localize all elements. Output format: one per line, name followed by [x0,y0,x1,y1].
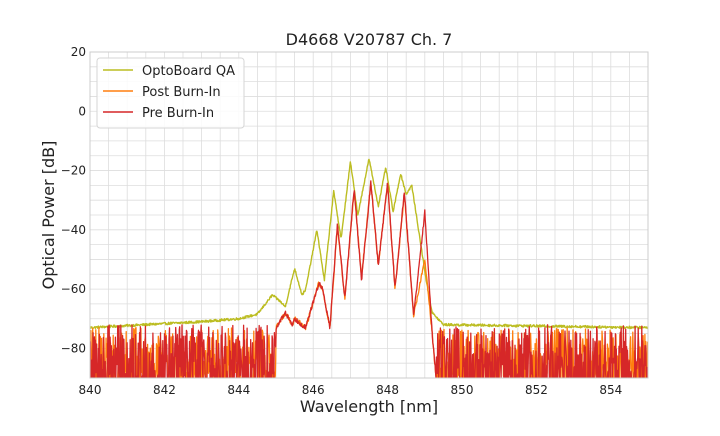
legend: OptoBoard QA Post Burn-In Pre Burn-In [96,57,245,129]
chart-title: D4668 V20787 Ch. 7 [286,30,453,49]
legend-box [96,57,245,129]
x-tick-label: 848 [376,383,399,397]
x-tick-label: 852 [525,383,548,397]
x-axis-label: Wavelength [nm] [300,397,438,416]
y-tick-label: −80 [61,341,86,355]
tick-labels: 840 842 844 846 848 850 852 854 20 0 −20 −40 −60 −80 [61,45,623,397]
legend-label-optoboard-qa: OptoBoard QA [142,64,235,79]
legend-label-post-burn-in: Post Burn-In [142,85,221,100]
x-tick-label: 844 [227,383,250,397]
x-tick-label: 842 [153,383,176,397]
y-tick-label: 0 [78,104,86,118]
x-tick-label: 840 [79,383,102,397]
y-tick-label: −60 [61,282,86,296]
x-tick-label: 850 [451,383,474,397]
series-line-optoboard-qa [90,158,648,330]
series-line-pre-burn-in [90,180,648,378]
y-tick-label: 20 [71,45,86,59]
x-tick-label: 854 [599,383,622,397]
legend-label-pre-burn-in: Pre Burn-In [142,106,214,121]
y-axis-label: Optical Power [dB] [39,141,58,290]
series-lines [90,158,648,378]
x-tick-label: 846 [302,383,325,397]
y-tick-label: −20 [61,164,86,178]
plot-frame [89,51,649,379]
y-tick-label: −40 [61,223,86,237]
